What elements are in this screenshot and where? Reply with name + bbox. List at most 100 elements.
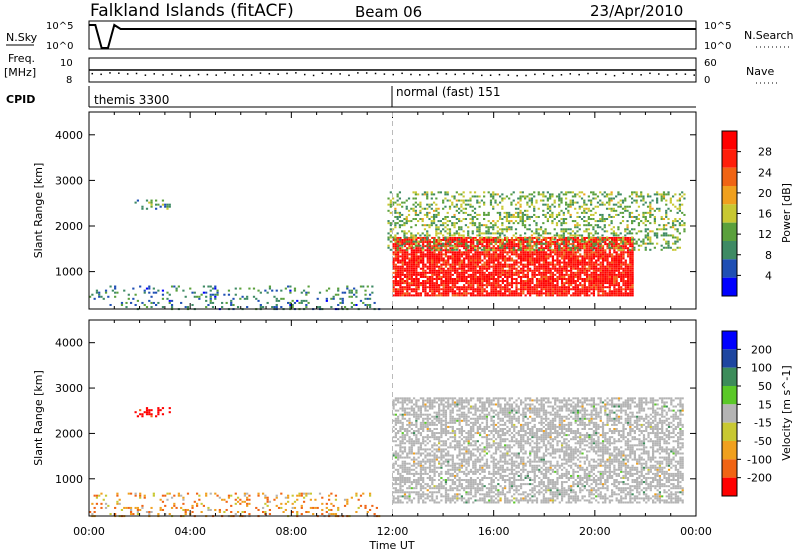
power-cell xyxy=(542,203,545,206)
power-cell xyxy=(489,232,493,235)
power-cell xyxy=(617,248,620,251)
power-cell xyxy=(458,257,461,260)
power-cell xyxy=(612,215,615,218)
power-cell xyxy=(517,243,520,246)
power-cell xyxy=(481,267,484,270)
power-cell xyxy=(535,232,538,235)
power-cell xyxy=(576,193,579,196)
power-cell xyxy=(590,267,593,270)
velocity-cell xyxy=(401,495,404,498)
power-cell xyxy=(631,280,634,283)
power-cell xyxy=(412,207,415,210)
power-cell xyxy=(483,239,486,242)
power-cell xyxy=(597,251,600,254)
power-cell xyxy=(494,282,498,285)
power-cell xyxy=(397,284,400,287)
velocity-cell xyxy=(239,502,242,505)
power-cell xyxy=(674,205,677,208)
power-cell xyxy=(565,267,568,270)
power-cell xyxy=(282,297,285,300)
power-cell xyxy=(504,257,507,260)
power-cell xyxy=(564,218,568,221)
power-cell xyxy=(458,292,461,295)
velocity-cell xyxy=(275,504,278,507)
power-cell xyxy=(150,295,153,298)
power-cell xyxy=(515,282,518,285)
power-cell xyxy=(624,243,627,246)
velocity-cell xyxy=(401,415,404,418)
power-cell xyxy=(542,242,545,245)
power-cell xyxy=(430,224,433,227)
velocity-cell xyxy=(401,489,404,492)
power-cell xyxy=(676,246,679,249)
power-cell xyxy=(619,211,622,214)
power-cell xyxy=(665,209,668,212)
power-cell xyxy=(569,199,572,202)
power-cell xyxy=(631,263,634,266)
power-cell xyxy=(448,234,452,237)
power-cell xyxy=(546,203,549,206)
velocity-cell xyxy=(397,501,400,504)
power-cell xyxy=(662,232,666,235)
power-cell xyxy=(547,257,550,260)
power-cell xyxy=(554,284,557,287)
power-cell xyxy=(554,277,557,280)
power-plot-frame xyxy=(88,111,697,310)
power-cell xyxy=(433,271,436,274)
power-cell xyxy=(453,271,457,274)
power-cell xyxy=(448,228,452,231)
power-cell xyxy=(403,241,407,244)
power-cell xyxy=(580,197,584,200)
power-cell xyxy=(467,267,470,270)
power-cell xyxy=(620,241,623,244)
power-cell xyxy=(571,230,575,233)
power-cell xyxy=(408,243,411,246)
power-cell xyxy=(389,228,392,231)
power-cell xyxy=(615,290,618,293)
power-cell xyxy=(626,292,630,295)
power-cell xyxy=(444,230,447,233)
power-cell xyxy=(567,247,570,250)
power-cell xyxy=(460,220,463,223)
power-cell xyxy=(410,207,413,210)
power-cell xyxy=(613,288,616,291)
power-cell xyxy=(583,286,586,289)
power-cell xyxy=(601,218,604,221)
power-cell xyxy=(155,203,158,206)
velocity-cell xyxy=(332,513,335,516)
power-cell xyxy=(492,286,495,289)
power-cell xyxy=(535,288,539,291)
power-cell xyxy=(157,203,160,206)
power-cell xyxy=(497,239,500,242)
power-cell xyxy=(472,239,475,242)
power-cell xyxy=(555,213,559,216)
power-cell xyxy=(476,230,479,233)
power-cell xyxy=(517,255,520,258)
power-cell xyxy=(649,203,652,206)
power-cell xyxy=(494,265,498,268)
power-cell xyxy=(394,201,397,204)
power-cell xyxy=(617,201,620,204)
power-cell xyxy=(671,236,675,239)
power-cell xyxy=(667,244,670,247)
power-cell xyxy=(547,247,550,250)
power-cell xyxy=(399,247,402,250)
power-cell xyxy=(624,245,627,248)
power-cell xyxy=(451,234,454,237)
power-cell xyxy=(615,267,618,270)
power-cell xyxy=(498,228,502,231)
power-cell xyxy=(431,277,434,280)
velocity-cell xyxy=(392,440,395,443)
power-cell xyxy=(453,284,457,287)
power-cell xyxy=(403,288,407,291)
power-cell xyxy=(129,301,133,304)
power-cell xyxy=(629,294,632,297)
velocity-cell xyxy=(359,494,363,497)
power-cell xyxy=(444,261,448,264)
power-cell xyxy=(565,290,568,293)
power-cell xyxy=(629,282,632,285)
velocity-cell xyxy=(277,506,281,509)
power-cell xyxy=(567,261,570,264)
power-cell xyxy=(408,269,411,272)
power-cell xyxy=(403,242,406,245)
